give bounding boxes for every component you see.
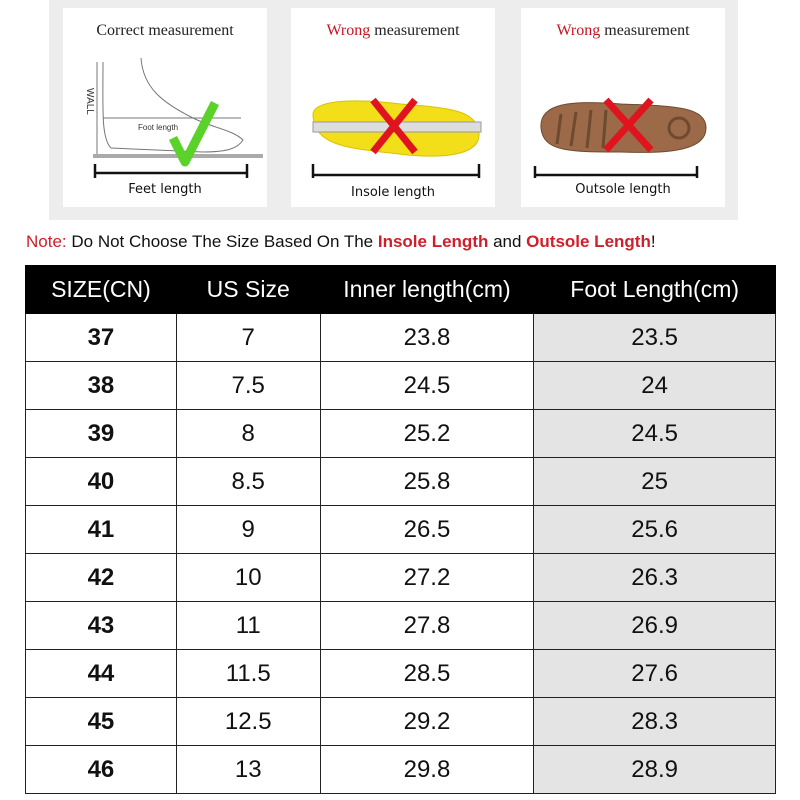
cell-foot-length: 26.9	[533, 601, 776, 650]
cell-size-cn: 40	[25, 457, 177, 506]
size-table: SIZE(CN) US Size Inner length(cm) Foot L…	[25, 265, 776, 794]
cell-inner-length: 26.5	[319, 505, 535, 554]
note-insole: Insole Length	[377, 232, 489, 251]
cell-us-size: 11.5	[175, 649, 321, 698]
cell-foot-length: 23.5	[533, 313, 776, 362]
foot-measurement-illustration: WALL Foot length	[84, 57, 263, 178]
panel-title: Correct measurement	[63, 22, 267, 40]
check-icon	[168, 100, 220, 167]
cell-us-size: 8	[175, 409, 321, 458]
cell-inner-length: 28.5	[319, 649, 535, 698]
cell-size-cn: 39	[25, 409, 177, 458]
table-row: 44 11.5 28.5 27.6	[25, 649, 776, 698]
panel-caption: Outsole length	[575, 182, 671, 197]
cell-foot-length: 28.3	[533, 697, 776, 746]
cell-foot-length: 25	[533, 457, 776, 506]
cell-us-size: 7.5	[175, 361, 321, 410]
table-row: 40 8.5 25.8 25	[25, 457, 776, 506]
panel-correct-measurement: Correct measurement WALL Foot length Fee…	[63, 8, 267, 207]
cell-foot-length: 24	[533, 361, 776, 410]
panel-caption: Feet length	[128, 182, 202, 197]
cell-us-size: 7	[175, 313, 321, 362]
title-prefix: Wrong	[326, 22, 371, 39]
note-and: and	[488, 232, 527, 251]
header-size-cn: SIZE(CN)	[25, 265, 177, 314]
cell-size-cn: 37	[25, 313, 177, 362]
cell-inner-length: 25.8	[319, 457, 535, 506]
table-header: SIZE(CN) US Size Inner length(cm) Foot L…	[25, 265, 776, 314]
cell-us-size: 9	[175, 505, 321, 554]
size-note: Note: Do Not Choose The Size Based On Th…	[26, 232, 656, 252]
panel-outsole-wrong: Wrong measurement Outsole length	[521, 8, 725, 207]
cell-size-cn: 44	[25, 649, 177, 698]
cross-icon	[370, 97, 418, 155]
note-outsole: Outsole Length	[526, 232, 651, 251]
table-row: 38 7.5 24.5 24	[25, 361, 776, 410]
table-row: 45 12.5 29.2 28.3	[25, 697, 776, 746]
cell-size-cn: 46	[25, 745, 177, 794]
panel-title: Wrong measurement	[291, 22, 495, 40]
panel-insole-wrong: Wrong measurement Insole length	[291, 8, 495, 207]
title-text: measurement	[600, 22, 690, 39]
cell-size-cn: 38	[25, 361, 177, 410]
cell-size-cn: 41	[25, 505, 177, 554]
cell-size-cn: 43	[25, 601, 177, 650]
outsole-illustration	[533, 97, 707, 178]
foot-length-label: Foot length	[138, 123, 178, 132]
cell-inner-length: 29.2	[319, 697, 535, 746]
title-prefix: Wrong	[556, 22, 601, 39]
cell-inner-length: 24.5	[319, 361, 535, 410]
cell-foot-length: 27.6	[533, 649, 776, 698]
header-us-size: US Size	[175, 265, 321, 314]
note-label: Note:	[26, 232, 67, 251]
cell-foot-length: 28.9	[533, 745, 776, 794]
panel-title: Wrong measurement	[521, 22, 725, 40]
cell-foot-length: 24.5	[533, 409, 776, 458]
table-row: 46 13 29.8 28.9	[25, 745, 776, 794]
title-text: measurement	[370, 22, 460, 39]
panel-caption: Insole length	[351, 185, 435, 200]
cell-foot-length: 26.3	[533, 553, 776, 602]
cell-size-cn: 45	[25, 697, 177, 746]
table-row: 39 8 25.2 24.5	[25, 409, 776, 458]
cell-us-size: 12.5	[175, 697, 321, 746]
cell-us-size: 13	[175, 745, 321, 794]
table-row: 37 7 23.8 23.5	[25, 313, 776, 362]
note-end: !	[650, 232, 656, 251]
header-inner-length: Inner length(cm)	[319, 265, 535, 314]
table-row: 41 9 26.5 25.6	[25, 505, 776, 554]
note-text: Do Not Choose The Size Based On The	[66, 232, 378, 251]
cell-foot-length: 25.6	[533, 505, 776, 554]
cell-inner-length: 29.8	[319, 745, 535, 794]
cell-us-size: 11	[175, 601, 321, 650]
cross-icon	[603, 97, 654, 153]
wall-label: WALL	[84, 88, 95, 115]
cell-inner-length: 27.8	[319, 601, 535, 650]
cell-us-size: 8.5	[175, 457, 321, 506]
title-text: Correct measurement	[96, 22, 234, 39]
cell-inner-length: 27.2	[319, 553, 535, 602]
cell-us-size: 10	[175, 553, 321, 602]
table-row: 42 10 27.2 26.3	[25, 553, 776, 602]
insole-illustration	[311, 97, 482, 178]
cell-size-cn: 42	[25, 553, 177, 602]
cell-inner-length: 25.2	[319, 409, 535, 458]
table-row: 43 11 27.8 26.9	[25, 601, 776, 650]
header-foot-length: Foot Length(cm)	[533, 265, 776, 314]
cell-inner-length: 23.8	[319, 313, 535, 362]
